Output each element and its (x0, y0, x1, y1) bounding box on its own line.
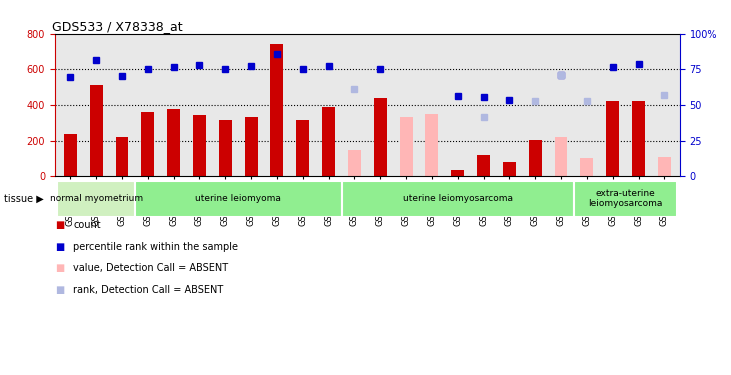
Bar (64, 134, 77, 176)
Bar (296, 120, 309, 176)
Bar (90, 86, 102, 176)
Bar (58, 181, 135, 217)
Bar (141, 112, 154, 176)
Bar (374, 98, 387, 176)
Bar (348, 150, 361, 176)
Bar (341, 181, 574, 217)
Bar (451, 170, 464, 176)
Text: value, Detection Call = ABSENT: value, Detection Call = ABSENT (73, 264, 228, 273)
Bar (167, 110, 180, 176)
Bar (219, 120, 232, 176)
Bar (193, 115, 206, 176)
Bar (555, 137, 567, 176)
Bar (115, 137, 129, 176)
Text: percentile rank within the sample: percentile rank within the sample (73, 242, 238, 252)
Bar (632, 102, 645, 176)
Bar (400, 117, 412, 176)
Text: uterine leiomyoma: uterine leiomyoma (195, 194, 281, 203)
Text: count: count (73, 220, 101, 230)
Bar (658, 157, 671, 176)
Bar (425, 114, 439, 176)
Text: rank, Detection Call = ABSENT: rank, Detection Call = ABSENT (73, 285, 224, 295)
Text: ■: ■ (55, 264, 64, 273)
Bar (135, 181, 341, 217)
Bar (503, 162, 516, 176)
Bar (574, 181, 677, 217)
Text: tissue ▶: tissue ▶ (4, 194, 43, 204)
Bar (580, 158, 594, 176)
Text: uterine leiomyosarcoma: uterine leiomyosarcoma (403, 194, 512, 203)
Bar (477, 155, 490, 176)
Text: ■: ■ (55, 285, 64, 295)
Text: ■: ■ (55, 220, 64, 230)
Bar (606, 102, 619, 176)
Text: extra-uterine
leiomyosarcoma: extra-uterine leiomyosarcoma (588, 189, 663, 209)
Bar (529, 140, 542, 176)
Bar (245, 117, 257, 176)
Text: GDS533 / X78338_at: GDS533 / X78338_at (52, 20, 182, 33)
Text: normal myometrium: normal myometrium (50, 194, 143, 203)
Bar (270, 44, 284, 176)
Text: ■: ■ (55, 242, 64, 252)
Bar (322, 107, 335, 176)
